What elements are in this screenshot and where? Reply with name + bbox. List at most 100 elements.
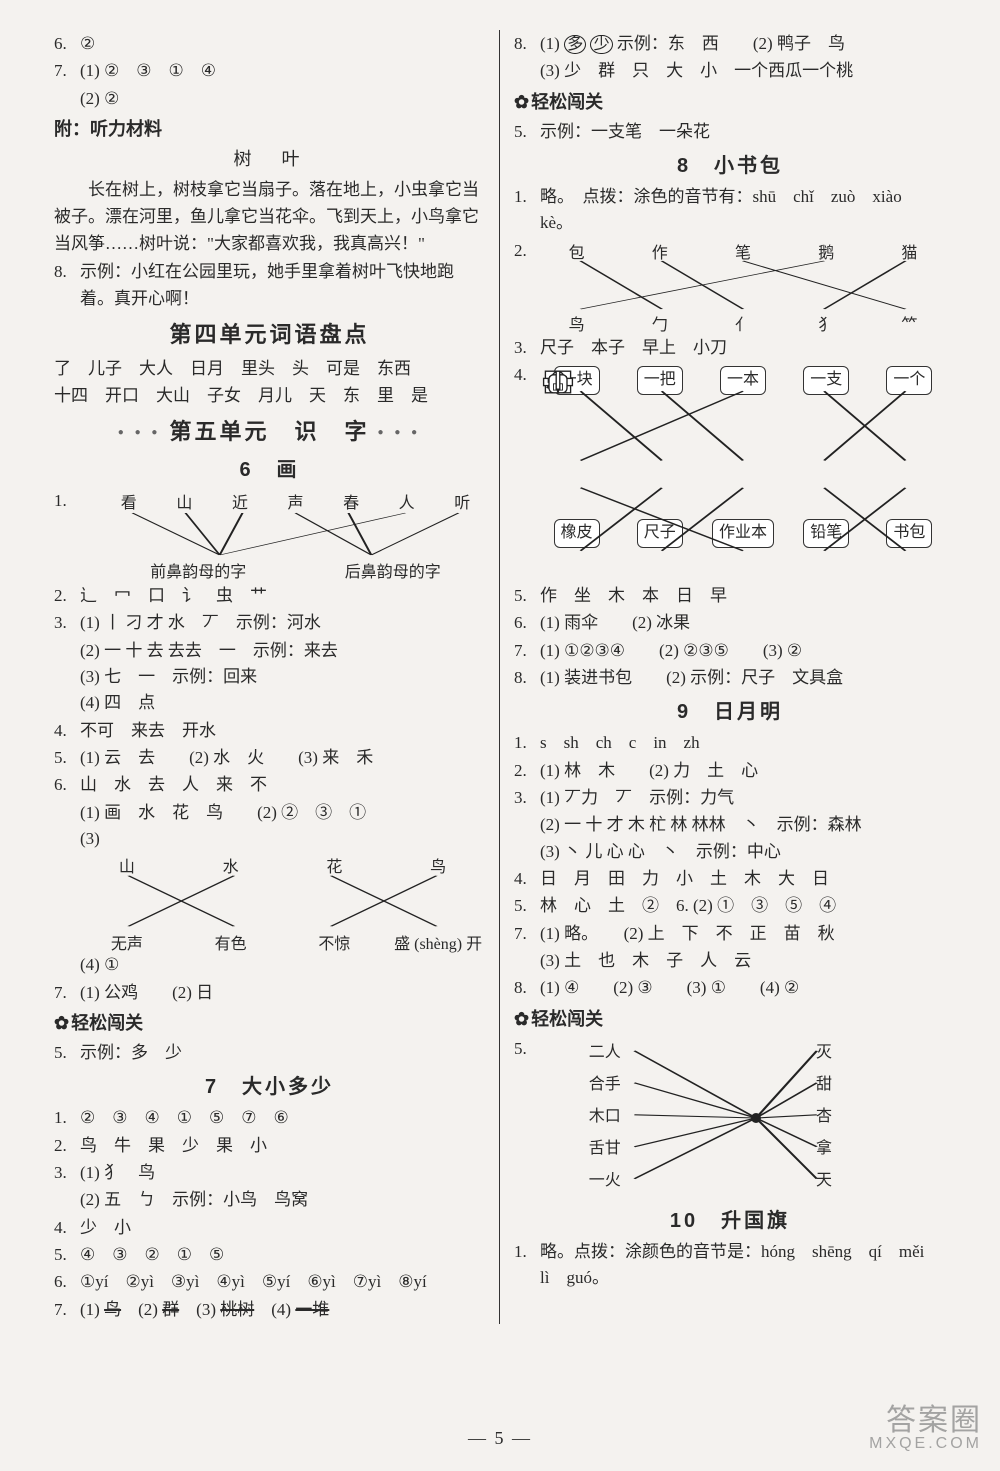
- q-body: (1) ② ③ ① ④: [80, 58, 485, 84]
- q-num: 7.: [54, 1297, 80, 1323]
- left-column: 6. ② 7. (1) ② ③ ① ④ (2) ② 附：听力材料 树 叶 长在树…: [40, 30, 500, 1324]
- q-num: 1.: [514, 730, 540, 756]
- easy-heading: 轻松闯关: [514, 89, 946, 117]
- match-cell: 鹅: [790, 242, 863, 267]
- l6-q2: 2. 辶 冖 口 讠 虫 艹: [54, 583, 485, 609]
- q-body: 示例：小红在公园里玩，她手里拿着树叶飞快地跑着。真开心啊！: [80, 259, 485, 312]
- match-cell: 笔: [706, 242, 779, 267]
- match-cell: 山: [162, 492, 208, 517]
- q-body: (1) 林 木 (2) 力 土 心: [540, 758, 946, 784]
- l6-q7: 7. (1) 公鸡 (2) 日: [54, 980, 485, 1006]
- q-body: 包 作 笔 鹅 猫 鸟 勹 亻 犭 ⺮: [540, 238, 946, 334]
- l9-q1: 1.s sh ch c in zh: [514, 730, 946, 756]
- q-num: 7.: [514, 638, 540, 664]
- q-num: 8.: [54, 259, 80, 285]
- strike-text: 桃树: [220, 1300, 254, 1319]
- q7-1: 7. (1) ② ③ ① ④: [54, 58, 485, 84]
- match-diagram: 看 山 近 声 春 人 听 前鼻韵母的字 后鼻韵母的字: [106, 492, 485, 576]
- l7-q2: 2.鸟 牛 果 少 果 小: [54, 1133, 485, 1159]
- l9-q7: 7.(1) 略。 (2) 上 下 不 正 苗 秋: [514, 921, 946, 947]
- q-num: 7.: [54, 980, 80, 1006]
- match-cell: 尺子: [623, 519, 696, 548]
- l6-q6-match: (3) 山 水 花 鸟 无声 有色 不惊 盛 (shèng) 开: [54, 826, 485, 946]
- l10-q1: 1.略。点拨：涂颜色的音节是：hóng shēng qí měi lì guó。: [514, 1239, 946, 1292]
- easy-heading: 轻松闯关: [54, 1010, 485, 1038]
- q-body: ② ③ ④ ① ⑤ ⑦ ⑥: [80, 1105, 485, 1131]
- l9-easy5: 5. 二人 灭 合手 甜 木口 杏 舌甘 拿 一火 天: [514, 1036, 946, 1200]
- match-cell: 包: [540, 242, 613, 267]
- match-cell: 前鼻韵母的字: [106, 561, 291, 586]
- match-cell: 看: [106, 492, 152, 517]
- match-cell: 亻: [706, 314, 779, 339]
- match-cell: 春: [328, 492, 374, 517]
- match-cell: 犭: [790, 314, 863, 339]
- match-cell: 听: [439, 492, 485, 517]
- q-body: (1) 略。 (2) 上 下 不 正 苗 秋: [540, 921, 946, 947]
- l8-q7: 7.(1) ①②③④ (2) ②③⑤ (3) ②: [514, 638, 946, 664]
- circled-char: 少: [590, 35, 612, 54]
- match-cell: 一块: [540, 366, 613, 395]
- q-body: (1) ①②③④ (2) ②③⑤ (3) ②: [540, 638, 946, 664]
- q-num: 4.: [54, 718, 80, 744]
- l8-q8: 8.(1) 装进书包 (2) 示例：尺子 文具盒: [514, 665, 946, 691]
- match-bottom: 橡皮 尺子 作业本 铅笔 书包: [540, 519, 946, 548]
- l6-q3-3: (3) 七 一 示例：回来: [54, 664, 485, 690]
- lesson7-heading: 7 大小多少: [54, 1072, 485, 1103]
- q-body: 略。 点拨：涂色的音节有：shū chǐ zuò xiào kè。: [540, 184, 946, 237]
- q-body: (1) 公鸡 (2) 日: [80, 980, 485, 1006]
- match-cell: 山: [80, 856, 174, 881]
- match-cell: 有色: [184, 933, 278, 958]
- q-num: 5.: [54, 1040, 80, 1066]
- boxed-label: 一个: [886, 366, 932, 395]
- q-body: 林 心 土 ② 6. (2) ① ③ ⑤ ④: [540, 893, 946, 919]
- l6-q3-2: (2) 一 十 去 去去 一 示例：来去: [54, 638, 485, 664]
- lesson6-heading: 6 画: [54, 455, 485, 486]
- q8: 8. 示例：小红在公园里玩，她手里拿着树叶飞快地跑着。真开心啊！: [54, 259, 485, 312]
- match-top: 看 山 近 声 春 人 听: [106, 492, 485, 517]
- lesson8-heading: 8 小书包: [514, 151, 946, 182]
- q-num: 1.: [514, 1239, 540, 1265]
- q-num: 7.: [54, 58, 80, 84]
- r-q8-2: (3) 少 群 只 大 小 一个西瓜一个桃: [514, 58, 946, 84]
- lesson10-heading: 10 升国旗: [514, 1206, 946, 1237]
- match-cell: 无声: [80, 933, 174, 958]
- q-num: 8.: [514, 31, 540, 57]
- match-cell: 近: [217, 492, 263, 517]
- l8-q6: 6.(1) 雨伞 (2) 冰果: [514, 610, 946, 636]
- q-num: 1.: [514, 184, 540, 210]
- l7-q4: 4.少 小: [54, 1215, 485, 1241]
- label: (1): [540, 34, 560, 53]
- q-body: 少 小: [80, 1215, 485, 1241]
- star-match: 二人 灭 合手 甜 木口 杏 舌甘 拿 一火 天: [566, 1038, 946, 1198]
- match-cell: 勹: [623, 314, 696, 339]
- l7-q6: 6.①yí ②yì ③yì ④yì ⑤yí ⑥yì ⑦yì ⑧yí: [54, 1269, 485, 1295]
- q-body: (1) 丆力 丆 示例：力气: [540, 785, 946, 811]
- q7-2: (2) ②: [54, 86, 485, 112]
- q-body: 不可 来去 开水: [80, 718, 485, 744]
- l8-q1: 1.略。 点拨：涂色的音节有：shū chǐ zuò xiào kè。: [514, 184, 946, 237]
- q-num: 2.: [54, 583, 80, 609]
- easy-heading: 轻松闯关: [514, 1006, 946, 1034]
- page: 6. ② 7. (1) ② ③ ① ④ (2) ② 附：听力材料 树 叶 长在树…: [0, 0, 1000, 1471]
- unit4-line1: 了 儿子 大人 日月 里头 头 可是 东西: [54, 356, 485, 382]
- right-column: 8. (1) 多 少 示例：东 西 (2) 鸭子 鸟 (3) 少 群 只 大 小…: [500, 30, 960, 1324]
- l8-q2: 2. 包 作 笔 鹅 猫 鸟 勹: [514, 238, 946, 334]
- match-diagram: 包 作 笔 鹅 猫 鸟 勹 亻 犭 ⺮: [540, 242, 946, 328]
- l9-q8: 8.(1) ④ (2) ③ (3) ① (4) ②: [514, 975, 946, 1001]
- l7-q3: 3.(1) 犭 鸟: [54, 1160, 485, 1186]
- page-number: — 5 —: [0, 1428, 1000, 1449]
- watermark: 答案圈 MXQE.COM: [869, 1405, 982, 1453]
- columns: 6. ② 7. (1) ② ③ ① ④ (2) ② 附：听力材料 树 叶 长在树…: [40, 30, 960, 1324]
- q-body: 辶 冖 口 讠 虫 艹: [80, 583, 485, 609]
- q-body: 一块 一把 一本 一支 一个: [540, 362, 946, 582]
- unit4-line2: 十四 开口 大山 子女 月儿 天 东 里 是: [54, 383, 485, 409]
- boxed-label: 一本: [720, 366, 766, 395]
- passage-text: 长在树上，树枝拿它当扇子。落在地上，小虫拿它当被子。漂在河里，鱼儿拿它当花伞。飞…: [54, 176, 485, 258]
- match-cell: 书包: [873, 519, 946, 548]
- match-cell: 猫: [873, 242, 946, 267]
- q-num: 4.: [514, 362, 540, 388]
- l7-q3-2: (2) 五 ㄅ 示例：小鸟 鸟窝: [54, 1187, 485, 1213]
- q-body: 略。点拨：涂颜色的音节是：hóng shēng qí měi lì guó。: [540, 1239, 946, 1292]
- strike-text: 一堆: [295, 1300, 329, 1319]
- match-cell: 铅笔: [790, 519, 863, 548]
